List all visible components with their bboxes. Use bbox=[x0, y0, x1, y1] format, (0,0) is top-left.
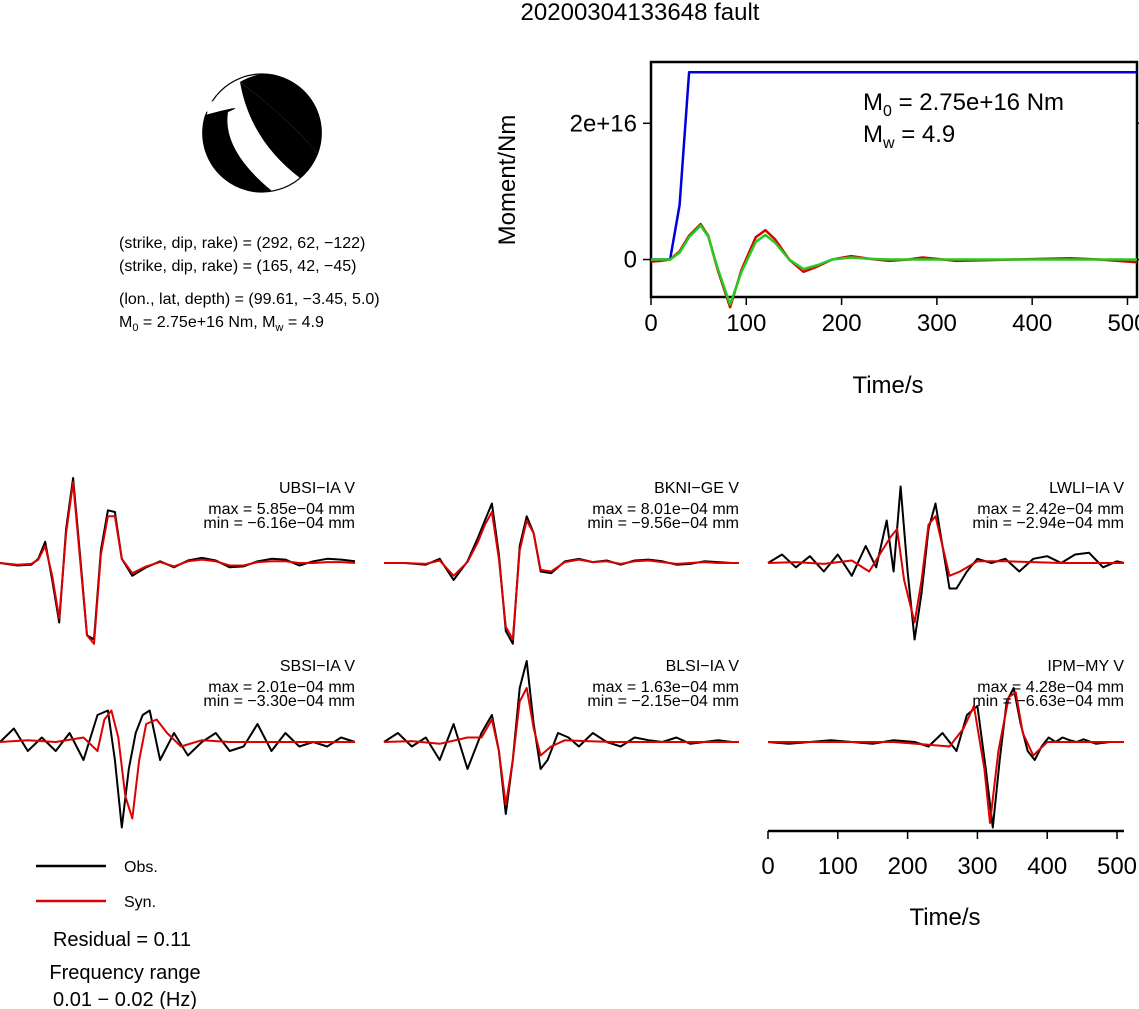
station-label: IPM−MY V bbox=[1047, 658, 1124, 675]
station-min: min = −6.16e−04 mm bbox=[203, 515, 355, 532]
waveform-xtick-label: 200 bbox=[888, 853, 928, 880]
station-max: max = 8.01e−04 mm bbox=[592, 501, 739, 518]
stf-annotation-m0: M0 = 2.75e+16 Nm bbox=[863, 89, 1064, 120]
legend-obs-label: Obs. bbox=[124, 859, 158, 876]
stf-lines bbox=[650, 70, 1138, 309]
stf-ylabel: Moment/Nm bbox=[494, 115, 521, 246]
nodal-plane-2: (strike, dip, rake) = (165, 42, −45) bbox=[119, 258, 356, 275]
stf-xtick-label: 0 bbox=[644, 310, 657, 337]
station-max: max = 2.01e−04 mm bbox=[208, 679, 355, 696]
station-min: min = −3.30e−04 mm bbox=[203, 693, 355, 710]
observed-trace bbox=[383, 660, 739, 815]
station-label: BLSI−IA V bbox=[666, 658, 740, 675]
stf-annotation-mw: Mw = 4.9 bbox=[863, 121, 955, 152]
nodal-plane-1: (strike, dip, rake) = (292, 62, −122) bbox=[119, 235, 365, 252]
observed-trace bbox=[767, 687, 1124, 829]
stf-xtick-label: 300 bbox=[917, 310, 957, 337]
synthetic-trace bbox=[0, 481, 356, 645]
moment-info: M0 = 2.75e+16 Nm, Mw = 4.9 bbox=[119, 314, 324, 334]
synthetic-trace bbox=[384, 511, 739, 641]
figure-title: 20200304133648 fault bbox=[521, 0, 760, 26]
stf-series-1 bbox=[650, 222, 1138, 309]
waveform-xtick-label: 300 bbox=[957, 853, 997, 880]
synthetic-trace bbox=[0, 709, 355, 820]
beachball-icon bbox=[202, 73, 322, 193]
stf-plot-frame bbox=[649, 60, 1139, 299]
waveform-x-axis: 0 100 200 300 400 500 bbox=[761, 829, 1137, 880]
station-min: min = −2.15e−04 mm bbox=[587, 693, 739, 710]
station-min: min = −2.94e−04 mm bbox=[972, 515, 1124, 532]
stf-xtick-label: 400 bbox=[1012, 310, 1052, 337]
residual-text: Residual = 0.11 bbox=[53, 929, 191, 951]
station-label: BKNI−GE V bbox=[654, 480, 739, 497]
stf-ytick-label: 2e+16 bbox=[570, 110, 637, 137]
waveform-xtick-label: 400 bbox=[1027, 853, 1067, 880]
observed-trace bbox=[0, 709, 356, 829]
station-max: max = 2.42e−04 mm bbox=[977, 501, 1124, 518]
stf-ytick-label: 0 bbox=[624, 247, 637, 274]
frequency-value: 0.01 − 0.02 (Hz) bbox=[53, 989, 197, 1009]
legend-syn-label: Syn. bbox=[124, 894, 156, 911]
stf-xtick-label: 500 bbox=[1107, 310, 1139, 337]
stf-xtick-label: 200 bbox=[822, 310, 862, 337]
waveform-xlabel: Time/s bbox=[909, 904, 980, 931]
stf-xtick-label: 100 bbox=[726, 310, 766, 337]
legend: Obs. Syn. bbox=[36, 859, 158, 911]
frequency-label: Frequency range bbox=[49, 962, 200, 984]
waveform-xtick-label: 100 bbox=[818, 853, 858, 880]
mechanism-info: (strike, dip, rake) = (292, 62, −122) (s… bbox=[119, 235, 380, 334]
synthetic-trace bbox=[768, 691, 1124, 824]
station-max: max = 5.85e−04 mm bbox=[208, 501, 355, 518]
synthetic-trace bbox=[767, 515, 1124, 624]
station-min: min = −9.56e−04 mm bbox=[587, 515, 739, 532]
station-max: max = 1.63e−04 mm bbox=[592, 679, 739, 696]
waveform-xtick-label: 500 bbox=[1097, 853, 1137, 880]
stf-y-axis: 0 2e+16 bbox=[570, 110, 1139, 274]
station-label: LWLI−IA V bbox=[1049, 480, 1124, 497]
stf-panel: 0 100 200 300 400 500 0 2e+16 Time/s Moment/Nm… bbox=[494, 60, 1139, 399]
synthetic-trace bbox=[383, 687, 739, 806]
hypocenter-info: (lon., lat, depth) = (99.61, −3.45, 5.0) bbox=[119, 291, 380, 308]
station-label: UBSI−IA V bbox=[279, 480, 355, 497]
stf-series-2 bbox=[651, 224, 1137, 306]
stf-x-axis: 0 100 200 300 400 500 bbox=[644, 297, 1139, 337]
station-max: max = 4.28e−04 mm bbox=[977, 679, 1124, 696]
station-min: min = −6.63e−04 mm bbox=[972, 693, 1124, 710]
waveform-xtick-label: 0 bbox=[761, 853, 774, 880]
station-label: SBSI−IA V bbox=[280, 658, 355, 675]
stf-xlabel: Time/s bbox=[852, 372, 923, 399]
